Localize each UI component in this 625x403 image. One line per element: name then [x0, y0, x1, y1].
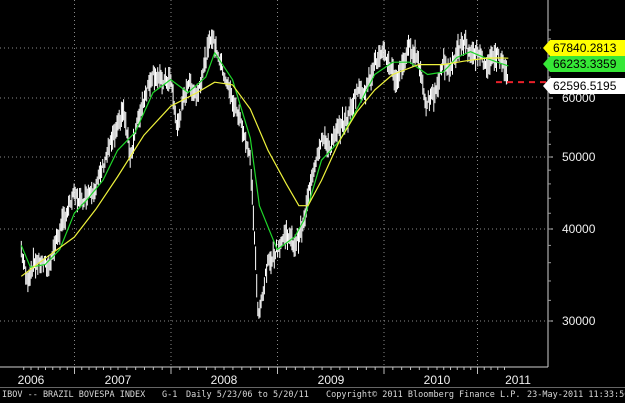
last-value-label: 67840.2813: [553, 41, 617, 55]
moving-average-line-1: [20, 51, 509, 268]
last-value-label: 66233.3359: [553, 57, 617, 71]
series-layer: [20, 29, 548, 319]
moving-average-line-2: [20, 57, 509, 277]
footer-title: IBOV -- BRAZIL BOVESPA INDEX: [2, 390, 146, 400]
footer-bar: IBOV -- BRAZIL BOVESPA INDEX G-1 Daily 5…: [0, 387, 625, 403]
y-tick-label: 40000: [562, 222, 596, 236]
x-tick-label: 2006: [18, 373, 45, 387]
last-value-pointer: [543, 56, 550, 72]
footer-chart-code: G-1: [162, 390, 178, 400]
x-tick-label: 2009: [318, 373, 345, 387]
last-value-pointer: [543, 78, 550, 94]
x-tick-label: 2011: [505, 373, 531, 387]
last-value-tag: [550, 78, 625, 94]
footer-copyright: Copyright© 2011 Bloomberg Finance L.P.: [326, 390, 521, 400]
y-tick-label: 50000: [562, 150, 596, 164]
x-tick-label: 2010: [424, 373, 451, 387]
last-value-labels: 67840.2813 66233.3359 62596.5195: [543, 40, 625, 94]
x-tick-label: 2007: [105, 373, 132, 387]
x-tick-label: 2008: [211, 373, 238, 387]
last-value-tag: [550, 56, 625, 72]
y-tick-label: 30000: [562, 314, 596, 328]
axes: 3000040000500006000070000200620072008200…: [0, 0, 596, 387]
last-value-tag: [550, 40, 625, 56]
footer-range: Daily 5/23/06 to 5/20/11: [186, 390, 309, 400]
last-value-label: 62596.5195: [553, 79, 617, 93]
last-value-pointer: [543, 40, 550, 56]
y-tick-label: 60000: [562, 91, 596, 105]
footer-timestamp: 23-May-2011 11:33:56: [527, 390, 625, 400]
